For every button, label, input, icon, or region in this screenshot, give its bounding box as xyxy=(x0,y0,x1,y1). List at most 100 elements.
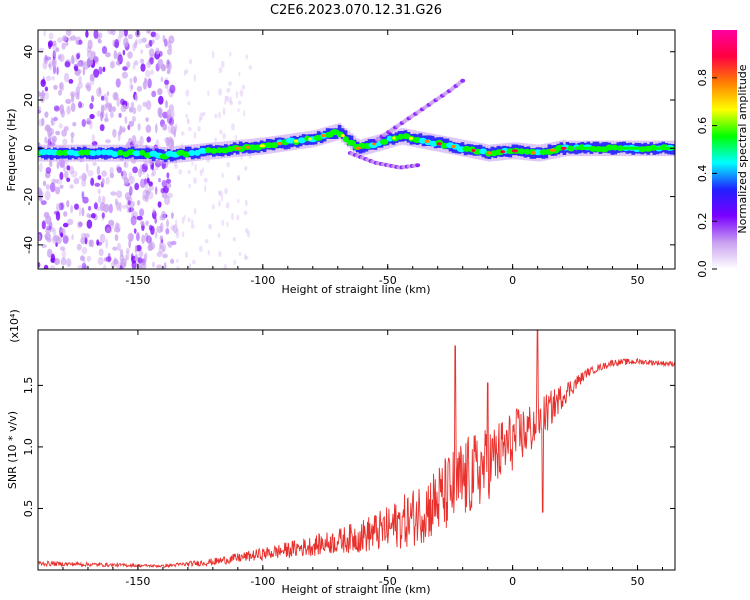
noise-dot xyxy=(232,236,237,242)
noise-dot xyxy=(53,105,60,111)
noise-dot xyxy=(59,82,63,90)
noise-dot xyxy=(144,178,147,185)
snr-y-label: SNR (10 * v/v) xyxy=(6,411,19,489)
noise-dot xyxy=(123,37,129,48)
noise-dot xyxy=(144,187,151,195)
noise-dot xyxy=(93,68,100,78)
noise-dot xyxy=(56,202,61,212)
noise-dot xyxy=(78,75,82,84)
noise-dot xyxy=(114,234,119,242)
noise-dot xyxy=(61,249,66,259)
noise-dot xyxy=(53,50,57,58)
noise-dot xyxy=(70,56,75,65)
noise-dot xyxy=(123,177,130,185)
noise-dot xyxy=(47,248,53,258)
noise-dot xyxy=(52,58,56,67)
noise-dot xyxy=(221,219,225,227)
noise-dot xyxy=(81,172,87,182)
noise-dot xyxy=(191,161,194,166)
noise-dot xyxy=(45,228,52,234)
noise-dot xyxy=(112,92,118,101)
colorbar: 0.0 0.2 0.4 0.6 0.8 Normalized spectral ampl… xyxy=(696,30,749,278)
snr-multiplier-label: (x10⁴) xyxy=(8,309,21,343)
noise-dot xyxy=(149,57,154,65)
noise-dot xyxy=(48,32,54,40)
noise-dot xyxy=(91,133,95,144)
noise-dot xyxy=(164,38,168,47)
noise-dot xyxy=(44,54,48,63)
noise-dot xyxy=(51,76,55,81)
noise-dot xyxy=(76,53,80,60)
noise-dot xyxy=(122,66,128,71)
noise-dot xyxy=(82,257,86,267)
noise-dot xyxy=(97,175,102,180)
noise-dot xyxy=(70,132,75,138)
noise-dot xyxy=(97,257,104,265)
noise-dot xyxy=(185,89,190,97)
noise-dot xyxy=(148,181,153,187)
noise-dot xyxy=(98,32,103,39)
noise-dot xyxy=(162,35,166,43)
noise-dot xyxy=(88,205,92,211)
noise-dot xyxy=(128,171,133,180)
noise-dot xyxy=(145,124,152,133)
colorbar-tick-label: 0.4 xyxy=(696,165,709,183)
noise-dot xyxy=(226,221,229,227)
noise-dot xyxy=(161,192,168,199)
ridge-hotspot xyxy=(451,144,456,149)
noise-dot xyxy=(136,264,142,269)
noise-dot xyxy=(116,166,122,173)
noise-dot xyxy=(154,32,160,41)
noise-dot xyxy=(199,112,203,121)
ridge-core xyxy=(89,150,97,157)
noise-dot xyxy=(89,102,94,110)
noise-dot xyxy=(96,87,102,97)
noise-dot xyxy=(119,125,123,135)
noise-dot xyxy=(145,117,149,122)
noise-dot xyxy=(167,39,172,50)
noise-dot xyxy=(74,203,79,210)
noise-dot xyxy=(109,60,116,69)
noise-dot xyxy=(157,107,163,115)
ridge-core xyxy=(479,148,488,155)
x-tick-label: -100 xyxy=(250,274,275,287)
noise-dot xyxy=(98,248,104,257)
noise-dot xyxy=(42,61,48,70)
noise-dot xyxy=(238,100,242,105)
noise-dot xyxy=(61,129,67,137)
noise-dot xyxy=(244,199,248,207)
y-tick-label: -20 xyxy=(22,188,35,206)
noise-dot xyxy=(77,265,84,269)
noise-dot xyxy=(136,215,143,221)
noise-dot xyxy=(44,92,49,100)
snr-x-ticks: -150 -100 -50 0 50 xyxy=(37,330,664,588)
noise-dot xyxy=(51,135,57,143)
noise-dot xyxy=(101,195,106,204)
noise-dot xyxy=(133,228,137,234)
noise-dot xyxy=(238,71,241,77)
ridge-hotspot xyxy=(294,139,299,143)
noise-dot xyxy=(45,167,52,174)
noise-dot xyxy=(146,61,152,68)
noise-dot xyxy=(156,264,163,269)
spectrogram-x-label: Height of straight line (km) xyxy=(281,283,430,296)
noise-dot xyxy=(159,241,163,249)
noise-dot xyxy=(76,221,83,229)
noise-dot xyxy=(66,105,71,115)
noise-dot xyxy=(188,263,192,269)
noise-dot xyxy=(44,124,51,132)
noise-dot xyxy=(86,117,92,125)
noise-dot xyxy=(40,79,46,88)
noise-dot xyxy=(105,52,111,58)
noise-dot xyxy=(70,136,74,144)
noise-dot xyxy=(40,79,46,85)
noise-dot xyxy=(81,191,85,199)
noise-dot xyxy=(142,101,147,108)
noise-dot xyxy=(169,84,176,94)
noise-dot xyxy=(53,116,58,122)
noise-dot xyxy=(125,251,130,261)
noise-dot xyxy=(151,90,157,98)
noise-dot xyxy=(197,126,201,132)
noise-dot xyxy=(207,250,210,256)
noise-dot xyxy=(217,233,221,238)
